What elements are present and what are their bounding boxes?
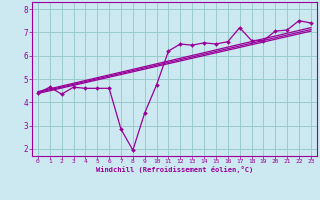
X-axis label: Windchill (Refroidissement éolien,°C): Windchill (Refroidissement éolien,°C) — [96, 166, 253, 173]
